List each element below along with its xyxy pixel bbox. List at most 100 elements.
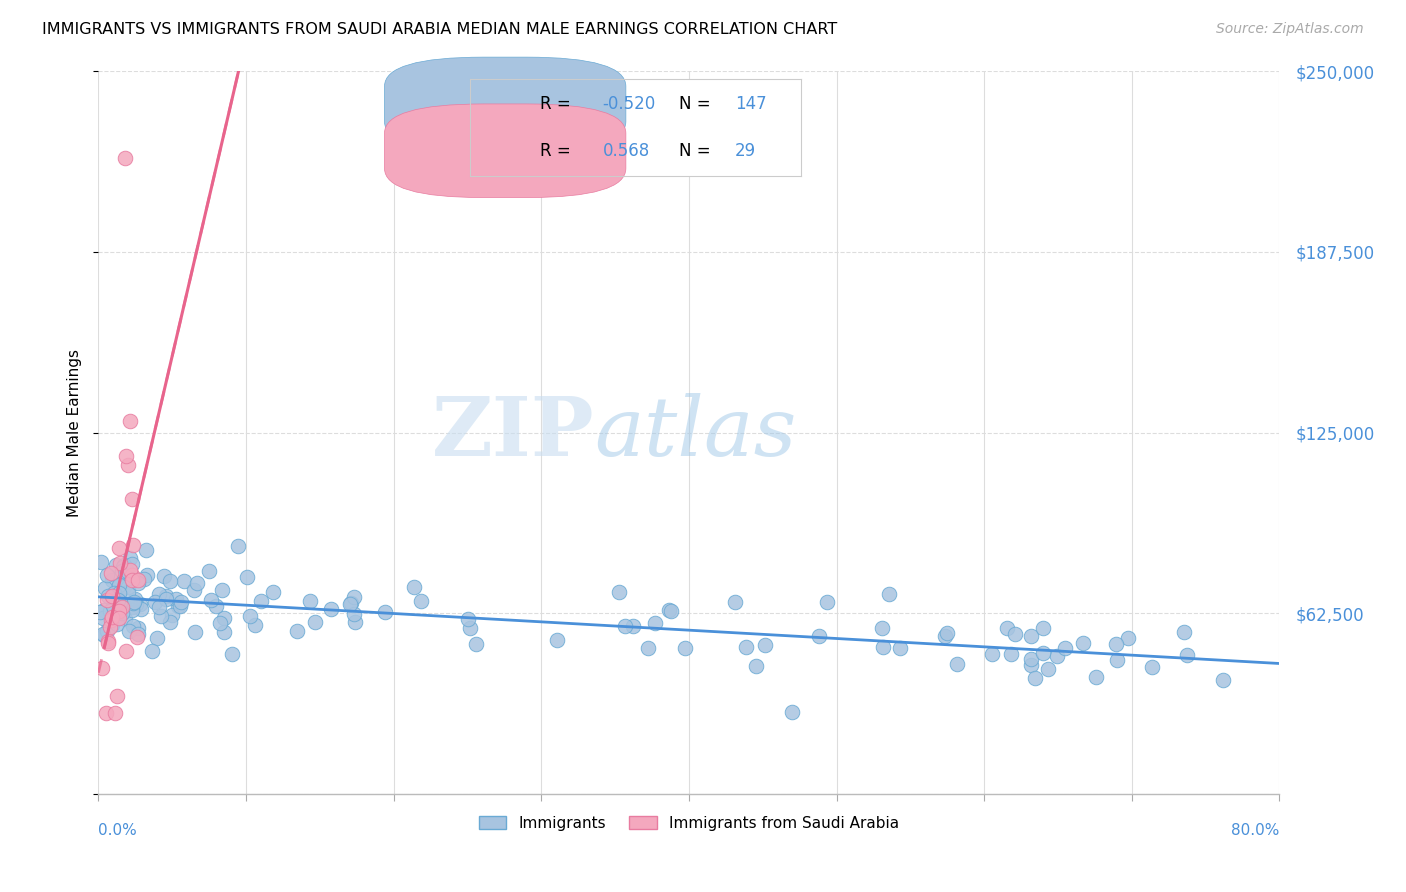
Point <box>546 633 568 648</box>
Point <box>120 599 142 614</box>
Point <box>155 591 177 606</box>
Point <box>117 564 139 578</box>
Point <box>780 705 803 719</box>
Point <box>211 582 233 597</box>
Point <box>127 573 149 587</box>
Point <box>100 613 122 627</box>
Point <box>115 644 138 658</box>
Point <box>285 624 308 639</box>
Point <box>121 573 143 587</box>
Point <box>107 541 129 556</box>
Point <box>1140 660 1163 674</box>
Point <box>94 706 117 720</box>
Point <box>165 591 187 606</box>
Point <box>186 575 208 590</box>
Point <box>236 569 259 583</box>
Point <box>120 572 142 586</box>
Point <box>90 555 112 569</box>
Point <box>936 626 959 640</box>
Point <box>159 615 181 629</box>
Point <box>659 604 682 618</box>
Point <box>108 611 131 625</box>
Point <box>160 608 183 623</box>
Point <box>125 631 148 645</box>
Point <box>111 564 134 578</box>
Point <box>1046 648 1069 663</box>
Point <box>815 595 838 609</box>
Point <box>96 624 118 638</box>
Point <box>96 592 118 607</box>
Point <box>183 583 205 598</box>
Point <box>98 604 121 618</box>
Point <box>89 605 111 619</box>
Point <box>184 625 207 640</box>
Point <box>112 558 135 573</box>
Point <box>108 579 131 593</box>
Point <box>946 657 969 671</box>
Point <box>1032 646 1054 660</box>
Point <box>100 566 122 581</box>
Point <box>1071 636 1094 650</box>
Point <box>609 585 631 599</box>
Point <box>262 585 284 599</box>
Point <box>458 622 481 636</box>
Point <box>103 599 125 614</box>
Point <box>111 606 134 620</box>
Point <box>934 629 956 643</box>
Point <box>121 568 143 582</box>
Y-axis label: Median Male Earnings: Median Male Earnings <box>67 349 83 516</box>
Point <box>299 593 322 607</box>
Point <box>107 592 129 607</box>
Point <box>877 587 900 601</box>
Point <box>117 585 139 599</box>
Point <box>101 618 124 632</box>
Point <box>108 577 131 591</box>
Point <box>124 592 146 607</box>
Point <box>673 640 696 655</box>
Point <box>121 492 143 507</box>
Point <box>995 621 1018 635</box>
Point <box>374 606 396 620</box>
Point <box>872 640 894 654</box>
Point <box>155 589 177 603</box>
Point <box>146 631 169 645</box>
Point <box>136 568 159 582</box>
Point <box>112 580 135 594</box>
Point <box>614 619 637 633</box>
Point <box>1105 637 1128 651</box>
Point <box>141 644 163 658</box>
Point <box>91 626 114 640</box>
Point <box>243 618 266 632</box>
Point <box>212 610 235 624</box>
Point <box>104 706 127 720</box>
Point <box>122 596 145 610</box>
Point <box>101 609 124 624</box>
Point <box>724 595 747 609</box>
Point <box>112 559 135 574</box>
Point <box>150 608 173 623</box>
Point <box>97 636 120 650</box>
Point <box>108 585 131 599</box>
Point <box>93 611 115 625</box>
Point <box>121 558 143 572</box>
Point <box>159 574 181 588</box>
Point <box>132 572 155 586</box>
Point <box>339 598 361 612</box>
Point <box>221 647 243 661</box>
Point <box>118 563 141 577</box>
Point <box>117 580 139 594</box>
Point <box>342 607 364 622</box>
Point <box>135 542 157 557</box>
Point <box>1105 653 1128 667</box>
Point <box>122 538 145 552</box>
Point <box>143 595 166 609</box>
Text: 80.0%: 80.0% <box>1232 822 1279 838</box>
Point <box>105 617 128 632</box>
Point <box>754 638 776 652</box>
Point <box>152 569 174 583</box>
Text: atlas: atlas <box>595 392 797 473</box>
Point <box>93 603 115 617</box>
Point <box>212 624 235 639</box>
Point <box>96 634 118 648</box>
Point <box>1000 648 1022 662</box>
